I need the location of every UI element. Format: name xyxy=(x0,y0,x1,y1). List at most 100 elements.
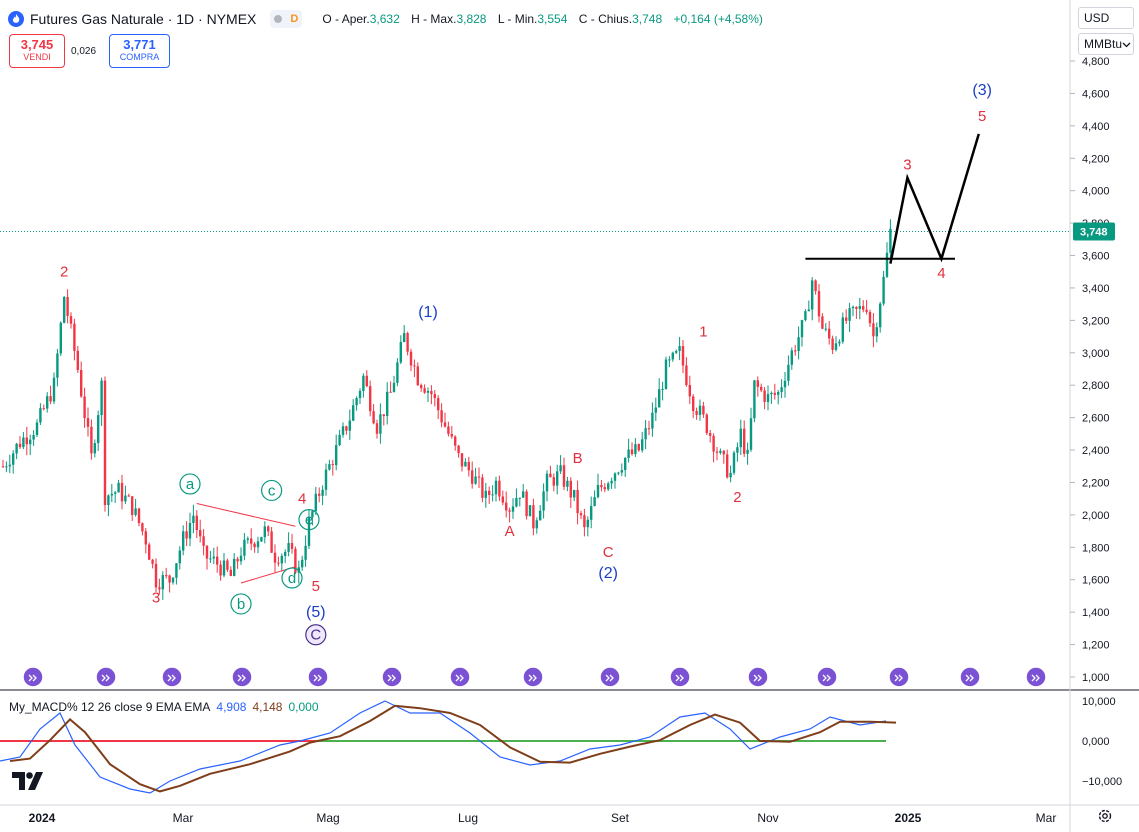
candle-body xyxy=(362,375,365,391)
candle-body xyxy=(668,359,671,361)
wave-circle xyxy=(179,473,201,495)
candle-body xyxy=(692,396,695,412)
y-tick-label: 1,000 xyxy=(1082,672,1110,684)
candle-body xyxy=(42,408,45,410)
event-arrow-icon xyxy=(753,674,762,682)
candle-body xyxy=(52,377,56,402)
event-marker-icon xyxy=(747,666,769,688)
high-value: 3,828 xyxy=(456,12,487,26)
candle-body xyxy=(522,491,525,498)
candle-body xyxy=(205,545,209,559)
candle-body xyxy=(681,346,685,366)
macd-tick-label: 0,000 xyxy=(1082,736,1110,748)
candle-body xyxy=(658,389,661,408)
candle-body xyxy=(552,477,555,486)
y-tick-label: 1,600 xyxy=(1082,575,1110,587)
status-pill[interactable]: D xyxy=(270,10,303,28)
candle-body xyxy=(576,489,579,514)
candle-body xyxy=(406,333,409,352)
candle-body xyxy=(161,575,164,590)
candle-body xyxy=(447,426,450,434)
event-marker-icon xyxy=(1025,666,1047,688)
y-tick-label: 4,800 xyxy=(1082,56,1110,68)
candle-body xyxy=(858,306,861,309)
y-tick-label: 2,600 xyxy=(1082,413,1110,425)
candle-body xyxy=(474,476,477,484)
y-tick-label: 2,200 xyxy=(1082,477,1110,489)
y-tick-label: 2,000 xyxy=(1082,510,1110,522)
candle-body xyxy=(508,510,511,512)
market-status-dot xyxy=(274,15,283,23)
y-tick-label: 4,200 xyxy=(1082,153,1110,165)
candle-body xyxy=(698,405,702,415)
candle-body xyxy=(814,280,817,292)
unit-select[interactable]: MMBtu xyxy=(1078,33,1134,55)
symbol-title[interactable]: Futures Gas Naturale · 1D · NYMEX xyxy=(30,11,257,27)
candle-body xyxy=(562,465,566,487)
wave-label: d xyxy=(288,570,296,587)
candle-body xyxy=(545,473,549,492)
gear-icon[interactable] xyxy=(1097,808,1113,829)
event-arrow-icon xyxy=(28,674,37,682)
candle-body xyxy=(358,390,362,399)
candle-body xyxy=(137,508,141,524)
event-arrow-icon xyxy=(965,674,974,682)
candle-body xyxy=(195,515,198,531)
event-marker-icon xyxy=(449,666,471,688)
candle-body xyxy=(566,480,569,487)
candle-body xyxy=(671,352,674,360)
event-marker-icon xyxy=(231,666,253,688)
y-tick-label: 3,600 xyxy=(1082,251,1110,263)
currency-select[interactable]: USD xyxy=(1078,7,1134,29)
event-marker-icon xyxy=(161,666,183,688)
candle-body xyxy=(165,575,168,577)
tradingview-logo-icon[interactable] xyxy=(12,772,44,795)
close-value: 3,748 xyxy=(632,12,663,26)
candle-body xyxy=(290,543,294,549)
candle-body xyxy=(12,453,15,465)
wave-label: (2) xyxy=(598,565,618,582)
candle-body xyxy=(287,543,290,552)
event-arrow-icon xyxy=(822,674,831,682)
high-key: H - Max. xyxy=(411,12,457,26)
candle-body xyxy=(440,410,443,423)
candle-body xyxy=(35,422,39,436)
candle-body xyxy=(148,544,151,560)
candle-body xyxy=(688,384,691,397)
candle-body xyxy=(790,350,793,365)
flame-icon xyxy=(8,11,24,27)
wave-label: 3 xyxy=(903,157,911,174)
candle-body xyxy=(675,351,678,353)
candle-body xyxy=(583,515,586,528)
wave-label: b xyxy=(237,596,245,613)
close-key: C - Chius. xyxy=(578,12,633,26)
candle-body xyxy=(209,558,212,560)
candle-body xyxy=(800,320,804,338)
macd-legend[interactable]: My_MACD% 12 26 close 9 EMA EMA 4,908 4,148… xyxy=(9,700,319,714)
candle-body xyxy=(314,493,317,512)
buy-button[interactable]: 3,771 COMPRA xyxy=(109,34,170,68)
macd-value: 4,908 xyxy=(216,700,247,714)
candle-body xyxy=(250,538,253,544)
candle-body xyxy=(430,390,433,395)
candle-body xyxy=(335,445,338,466)
event-arrow-icon xyxy=(1031,674,1040,682)
candle-body xyxy=(505,502,508,511)
candle-body xyxy=(1,466,5,468)
candle-body xyxy=(267,526,270,532)
wave-circle xyxy=(230,593,252,615)
wave-label: C xyxy=(603,544,614,561)
sell-button[interactable]: 3,745 VENDI xyxy=(9,34,65,68)
event-arrow-icon xyxy=(167,674,176,682)
event-arrow-icon xyxy=(605,674,614,682)
buy-label: COMPRA xyxy=(119,52,160,62)
candle-body xyxy=(620,470,623,473)
wave-label: 1 xyxy=(699,324,707,341)
candle-body xyxy=(379,414,382,434)
candle-body xyxy=(304,545,307,560)
candle-body xyxy=(243,539,246,556)
candle-body xyxy=(178,550,181,564)
candle-body xyxy=(624,457,627,471)
candle-body xyxy=(600,484,603,488)
